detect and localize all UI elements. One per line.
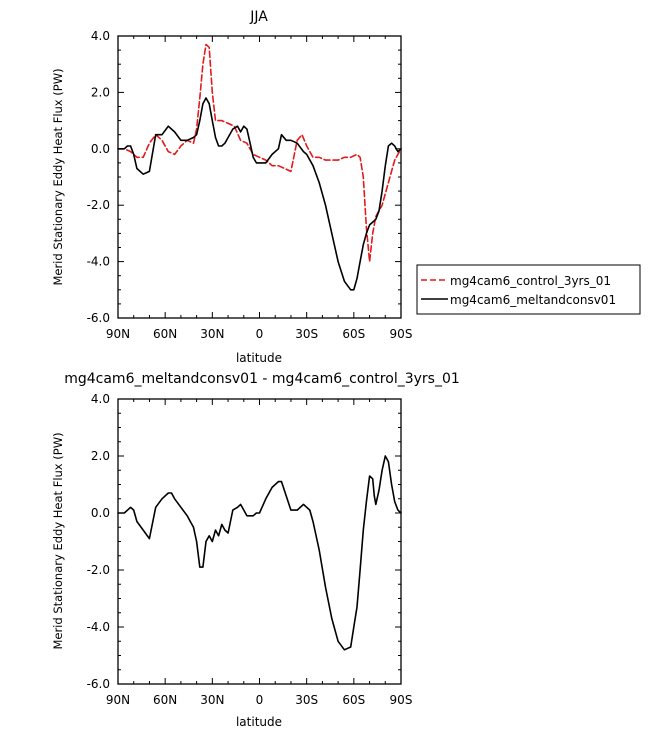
bottom-y-tick-label: 2.0 xyxy=(91,449,110,463)
bottom-y-tick-label: -4.0 xyxy=(87,620,110,634)
bottom-x-tick-label: 90S xyxy=(390,693,413,707)
top-x-tick-label: 90N xyxy=(106,327,130,341)
legend-label-melt: mg4cam6_meltandconsv01 xyxy=(450,293,616,307)
bottom-panel: mg4cam6_meltandconsv01 - mg4cam6_control… xyxy=(51,371,460,729)
top-y-tick-label: 4.0 xyxy=(91,29,110,43)
top-x-tick-label: 30N xyxy=(200,327,224,341)
legend-box xyxy=(416,264,641,315)
bottom-series-line-0 xyxy=(117,455,402,651)
top-x-tick-label: 60S xyxy=(342,327,365,341)
bottom-x-tick-label: 30S xyxy=(295,693,318,707)
bottom-plot-frame xyxy=(117,398,402,685)
bottom-title: mg4cam6_meltandconsv01 - mg4cam6_control… xyxy=(64,371,460,387)
top-y-tick-label: -2.0 xyxy=(87,198,110,212)
top-series-line-0 xyxy=(117,43,402,263)
top-y-tick-label: 0.0 xyxy=(91,142,110,156)
top-y-axis: -6.0 -4.0 -2.0 0.0 2.0 4.0 xyxy=(87,29,401,325)
bottom-x-tick-label: 60S xyxy=(342,693,365,707)
top-x-tick-label: 0 xyxy=(256,327,264,341)
bottom-y-tick-label: 4.0 xyxy=(91,392,110,406)
bottom-x-tick-label: 90N xyxy=(106,693,130,707)
bottom-y-axis-label: Merid Stationary Eddy Heat Flux (PW) xyxy=(51,432,65,649)
top-x-axis: 90N 60N 30N 0 30S 60S 90S xyxy=(106,36,413,341)
bottom-x-tick-label: 60N xyxy=(153,693,177,707)
top-series-lines xyxy=(117,43,402,291)
bottom-x-tick-label: 0 xyxy=(256,693,264,707)
top-x-tick-label: 30S xyxy=(295,327,318,341)
bottom-series-lines xyxy=(117,455,402,651)
top-series-line-1 xyxy=(117,97,402,291)
top-y-tick-label: -6.0 xyxy=(87,311,110,325)
bottom-x-tick-label: 30N xyxy=(200,693,224,707)
bottom-x-axis: 90N 60N 30N 0 30S 60S 90S xyxy=(106,399,413,707)
top-plot-frame xyxy=(117,35,402,319)
top-title: JJA xyxy=(249,9,268,25)
bottom-y-axis: -6.0 -4.0 -2.0 0.0 2.0 4.0 xyxy=(87,392,401,691)
legend: mg4cam6_control_3yrs_01 mg4cam6_meltandc… xyxy=(416,264,641,315)
bottom-x-axis-label: latitude xyxy=(236,715,282,729)
top-y-axis-label: Merid Stationary Eddy Heat Flux (PW) xyxy=(51,68,65,285)
top-y-tick-label: -4.0 xyxy=(87,255,110,269)
top-x-tick-label: 90S xyxy=(390,327,413,341)
top-y-tick-label: 2.0 xyxy=(91,85,110,99)
bottom-y-tick-label: -2.0 xyxy=(87,563,110,577)
legend-label-control: mg4cam6_control_3yrs_01 xyxy=(450,274,611,288)
top-panel: JJA -6.0 -4.0 -2.0 0.0 2.0 4.0 90N 60N 30N 0 30S 6… xyxy=(51,9,412,365)
bottom-y-tick-label: 0.0 xyxy=(91,506,110,520)
top-x-axis-label: latitude xyxy=(236,351,282,365)
top-x-tick-label: 60N xyxy=(153,327,177,341)
bottom-y-tick-label: -6.0 xyxy=(87,677,110,691)
